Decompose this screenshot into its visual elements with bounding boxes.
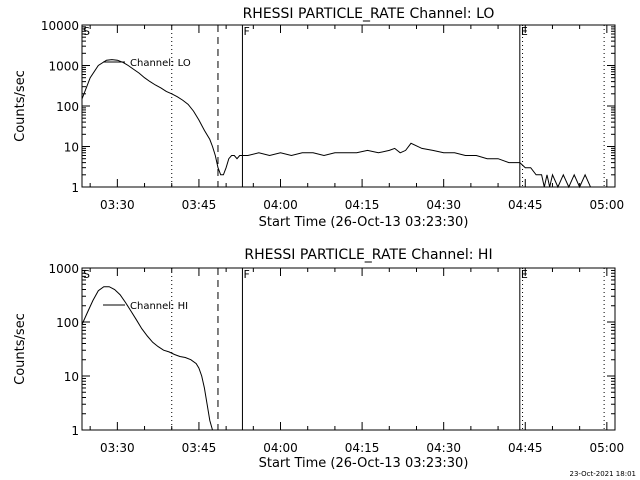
x-axis-label: Start Time (26-Oct-13 03:23:30) <box>259 215 469 230</box>
x-tick-label: 04:00 <box>263 198 298 212</box>
legend-label: Channel: LO <box>130 58 191 69</box>
y-tick-label: 1000 <box>48 60 79 74</box>
y-tick-label: 100 <box>56 100 79 114</box>
panel-hi: RHESSI PARTICLE_RATE Channel: HI 1 10 100 10… <box>13 247 624 471</box>
event-line-label: F <box>243 268 249 281</box>
x-tick-label: 05:00 <box>590 198 625 212</box>
legend-label: Channel: HI <box>130 301 188 312</box>
x-tick-label: 04:45 <box>508 441 543 455</box>
footer-timestamp: 23-Oct-2021 18:01 <box>570 470 636 478</box>
x-tick-label: 04:30 <box>426 441 461 455</box>
plot-frame <box>81 267 616 431</box>
plot-frame <box>81 24 616 188</box>
chart-title: RHESSI PARTICLE_RATE Channel: LO <box>243 6 495 22</box>
y-tick-label: 1000 <box>48 262 79 276</box>
x-tick-label: 05:00 <box>590 441 625 455</box>
y-tick-label: 10 <box>64 141 79 155</box>
event-line-label: E <box>521 268 528 281</box>
y-tick-label: 1 <box>71 181 79 195</box>
series-line <box>81 286 213 431</box>
y-tick-label: 10 <box>64 370 79 384</box>
x-tick-label: 04:15 <box>345 441 380 455</box>
x-tick-label: 03:45 <box>182 198 217 212</box>
y-tick-label: 1 <box>71 424 79 438</box>
start-mark: S <box>83 25 90 38</box>
start-mark: S <box>83 268 90 281</box>
x-tick-label: 04:00 <box>263 441 298 455</box>
event-line-label: F <box>243 25 249 38</box>
y-axis-label: Counts/sec <box>13 313 28 385</box>
y-tick-label: 10000 <box>41 19 79 33</box>
x-tick-label: 04:30 <box>426 198 461 212</box>
panel-lo: RHESSI PARTICLE_RATE Channel: LO 1 10 100 10… <box>13 6 624 230</box>
y-tick-label: 100 <box>56 316 79 330</box>
chart-title: RHESSI PARTICLE_RATE Channel: HI <box>244 247 492 263</box>
x-tick-label: 04:15 <box>345 198 380 212</box>
event-line-label: E <box>521 25 528 38</box>
x-tick-label: 03:45 <box>182 441 217 455</box>
x-tick-label: 04:45 <box>508 198 543 212</box>
y-axis-label: Counts/sec <box>13 70 28 142</box>
x-axis-label: Start Time (26-Oct-13 03:23:30) <box>259 456 469 471</box>
x-tick-label: 03:30 <box>100 441 135 455</box>
series-line <box>81 59 602 189</box>
x-tick-label: 03:30 <box>100 198 135 212</box>
